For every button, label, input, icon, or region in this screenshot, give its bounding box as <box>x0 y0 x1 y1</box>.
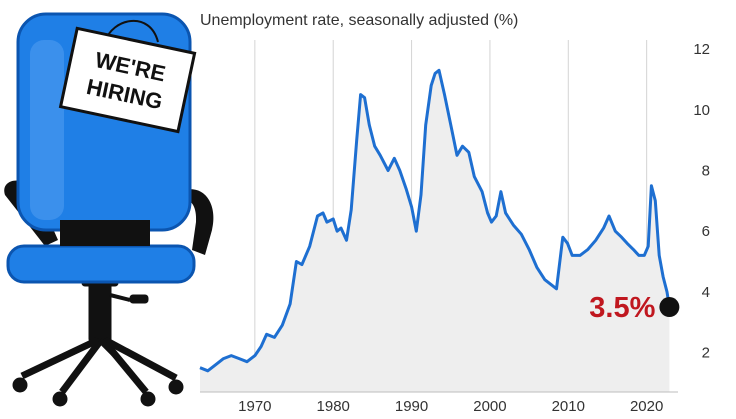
y-tick-label-6: 6 <box>702 223 710 240</box>
office-chair-illustration: WE'RE HIRING <box>4 12 214 407</box>
y-tick-label-12: 12 <box>693 41 710 58</box>
x-tick-label-2010: 2010 <box>552 398 585 415</box>
y-tick-label-8: 8 <box>702 162 710 179</box>
latest-value-marker <box>659 297 680 318</box>
seat-mechanism <box>60 220 150 246</box>
x-tick-label-2020: 2020 <box>630 398 663 415</box>
chart-title: Unemployment rate, seasonally adjusted (… <box>200 12 519 29</box>
x-tick-label-1980: 1980 <box>317 398 350 415</box>
y-tick-labels: 2 4 6 8 10 12 <box>693 41 710 361</box>
y-tick-label-4: 4 <box>702 284 710 301</box>
area-fill <box>200 70 670 393</box>
chair-seat <box>6 244 196 284</box>
y-tick-label-2: 2 <box>702 345 710 362</box>
latest-value-label: 3.5% <box>589 292 655 324</box>
x-tick-label-1970: 1970 <box>238 398 271 415</box>
y-tick-label-10: 10 <box>693 102 710 119</box>
chair-base <box>12 275 184 407</box>
x-tick-label-2000: 2000 <box>473 398 506 415</box>
x-tick-label-1990: 1990 <box>395 398 428 415</box>
hiring-sign: WE'RE HIRING <box>58 26 197 134</box>
x-tick-labels: 1970 1980 1990 2000 2010 2020 <box>238 398 663 415</box>
series-line <box>199 68 671 373</box>
backrest-highlight <box>30 40 64 220</box>
